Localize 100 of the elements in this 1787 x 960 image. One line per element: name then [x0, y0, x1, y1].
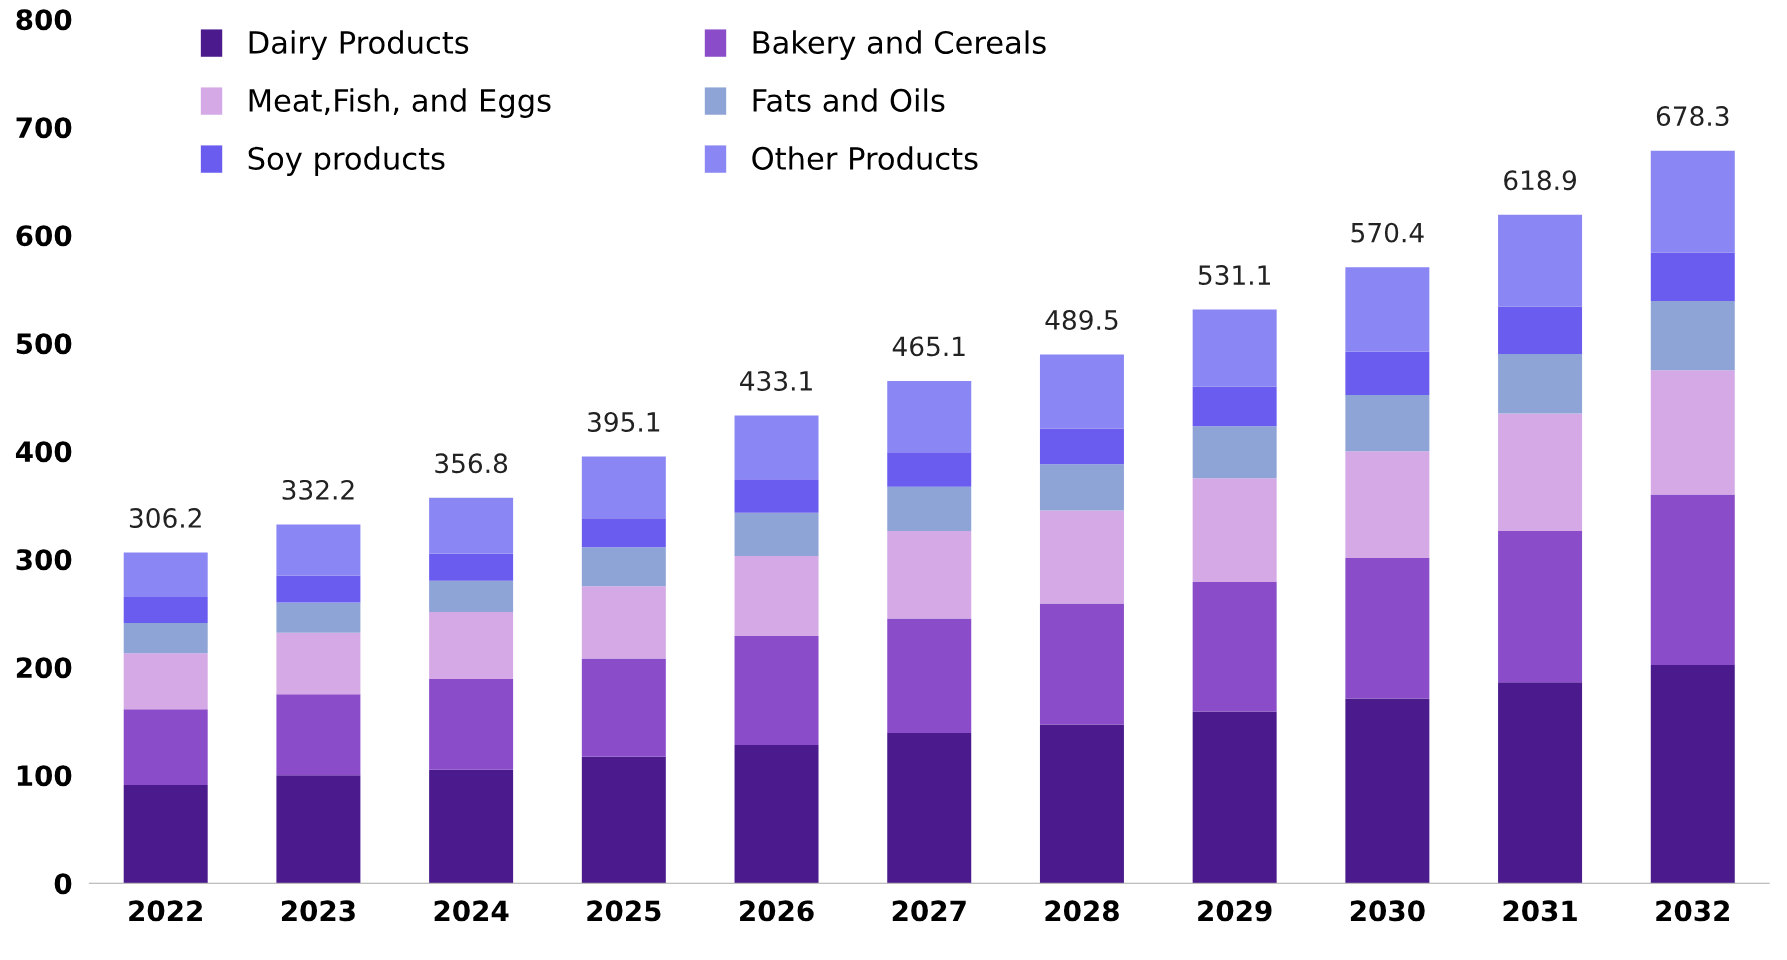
x-tick-label: 2030 — [1350, 900, 1425, 922]
bar — [1192, 581, 1277, 712]
total-label: 531.1 — [1198, 265, 1270, 286]
bar — [276, 575, 361, 603]
x-tick-label: 2024 — [434, 900, 509, 922]
bar — [887, 618, 972, 734]
legend-label: Meat,Fish, and Eggs — [249, 88, 551, 118]
y-tick-label: 600 — [16, 225, 72, 247]
bar — [1650, 301, 1735, 371]
bar — [1192, 711, 1277, 884]
y-tick-label: 400 — [15, 441, 72, 463]
x-tick-label: 2028 — [1045, 900, 1119, 922]
legend-label: Bakery and Cereals — [753, 30, 1046, 60]
total-label: 395.1 — [588, 411, 660, 432]
bar — [887, 452, 972, 487]
bar — [734, 415, 819, 480]
bar — [1345, 267, 1430, 352]
bar — [276, 775, 361, 884]
bar — [1650, 252, 1735, 302]
bar — [887, 380, 972, 453]
bar — [734, 512, 819, 556]
bar — [123, 653, 208, 710]
bar — [123, 622, 208, 654]
total-label: 489.5 — [1045, 310, 1118, 330]
total-label: 306.2 — [129, 507, 201, 528]
bar — [734, 479, 819, 513]
bar — [1039, 510, 1124, 604]
x-tick-label: 2029 — [1198, 900, 1272, 922]
x-tick-label: 2022 — [129, 900, 202, 922]
y-tick-label: 700 — [16, 117, 72, 139]
bar — [1345, 558, 1430, 699]
bar — [276, 602, 361, 633]
bar — [1345, 451, 1430, 559]
y-tick-label: 500 — [16, 333, 72, 355]
bar — [734, 744, 819, 884]
bar — [123, 552, 208, 597]
bar — [276, 632, 361, 695]
legend-label: Soy products — [248, 146, 445, 176]
y-tick-label: 800 — [16, 9, 72, 31]
bar — [581, 658, 666, 757]
bar — [1498, 354, 1583, 414]
bar — [887, 531, 972, 619]
bar — [429, 580, 514, 613]
bar — [1192, 386, 1277, 427]
x-tick-label: 2032 — [1656, 900, 1730, 922]
bar — [429, 679, 514, 770]
x-tick-label: 2023 — [281, 900, 355, 922]
bar — [429, 769, 514, 884]
total-label: 356.8 — [435, 453, 508, 474]
legend-label: Other Products — [752, 146, 978, 170]
bar — [123, 784, 208, 884]
bar — [429, 612, 514, 680]
bar — [1039, 464, 1124, 511]
bar — [1650, 370, 1735, 495]
total-label: 678.3 — [1656, 106, 1729, 127]
bar — [1192, 309, 1277, 387]
bar — [581, 756, 666, 884]
bar — [581, 547, 666, 587]
bar — [734, 635, 819, 745]
bar — [1039, 428, 1124, 465]
bar — [1650, 150, 1735, 253]
bar — [581, 518, 666, 548]
bar — [1345, 395, 1430, 452]
bar — [1498, 214, 1583, 307]
bar — [1192, 426, 1277, 479]
x-tick-label: 2027 — [892, 900, 966, 922]
bar — [1345, 698, 1430, 884]
y-tick-label: 300 — [16, 549, 72, 571]
bar — [1039, 603, 1124, 725]
total-label: 332.2 — [282, 479, 354, 500]
total-label: 618.9 — [1504, 170, 1576, 191]
bar — [734, 555, 819, 636]
total-label: 570.4 — [1351, 222, 1424, 243]
bar — [1498, 306, 1583, 354]
bar — [1498, 531, 1583, 683]
y-tick-label: 200 — [16, 657, 72, 679]
bar — [1650, 665, 1735, 884]
y-tick-label: 100 — [17, 765, 72, 787]
bar — [1039, 354, 1124, 429]
x-tick-label: 2025 — [587, 900, 661, 922]
bar — [1345, 351, 1430, 396]
total-label: 465.1 — [892, 336, 965, 357]
legend-label: Dairy Products — [249, 30, 469, 60]
y-tick-label: 0 — [54, 873, 72, 895]
bar — [1192, 478, 1277, 582]
bar — [1039, 724, 1124, 884]
bar — [276, 694, 361, 776]
legend-label: Fats and Oils — [753, 88, 945, 112]
bar — [1498, 682, 1583, 884]
bar — [429, 497, 514, 554]
bar — [276, 524, 361, 576]
total-label: 433.1 — [740, 370, 812, 391]
bar — [887, 733, 972, 884]
bar — [429, 553, 514, 581]
bar — [887, 486, 972, 532]
bar — [1498, 413, 1583, 532]
bar — [1650, 494, 1735, 666]
bar — [123, 597, 208, 623]
x-tick-label: 2026 — [740, 900, 814, 922]
bar — [123, 709, 208, 785]
